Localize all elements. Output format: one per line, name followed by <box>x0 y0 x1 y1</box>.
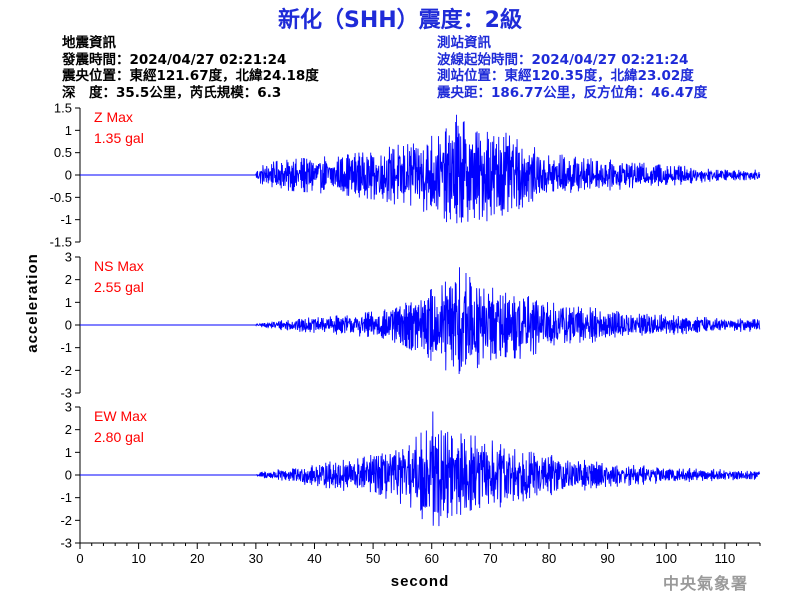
z-max-value: 1.35 gal <box>94 130 144 146</box>
ew-y-tick-label: 3 <box>65 400 72 415</box>
ew-y-tick-label: -3 <box>60 536 72 551</box>
ns-max-value: 2.55 gal <box>94 279 144 295</box>
ns-y-tick-label: 1 <box>65 295 72 310</box>
z-y-tick-label: 1.5 <box>54 101 72 116</box>
station-info-heading: 測站資訊 <box>437 35 491 51</box>
agency-watermark: 中央氣象署 <box>662 574 748 593</box>
z-max-label: Z Max <box>94 109 133 125</box>
x-tick-label: 0 <box>76 551 83 566</box>
x-tick-label: 50 <box>366 551 380 566</box>
z-waveform <box>80 114 761 224</box>
x-tick-label: 80 <box>542 551 556 566</box>
ns-max-label: NS Max <box>94 258 144 274</box>
ew-waveform <box>80 411 761 527</box>
ew-max-label: EW Max <box>94 408 147 424</box>
ew-y-tick-label: -1 <box>60 490 72 505</box>
ns-y-tick-label: -3 <box>60 386 72 401</box>
station-info: 測站資訊 波線起始時間：2024/04/27 02:21:24 測站位置：東經1… <box>437 35 707 101</box>
y-axis-title: acceleration <box>24 253 41 353</box>
station-location: 測站位置：東經120.35度，北緯23.02度 <box>437 68 694 84</box>
z-y-tick-label: 0 <box>65 168 72 183</box>
ns-waveform <box>80 267 761 374</box>
ew-y-tick-label: 2 <box>65 422 72 437</box>
x-tick-label: 90 <box>600 551 614 566</box>
epicentral-distance: 震央距：186.77公里，反方位角：46.47度 <box>437 84 708 101</box>
epicenter-location: 震央位置：東經121.67度，北緯24.18度 <box>62 68 319 84</box>
ew-y-tick-label: 0 <box>65 468 72 483</box>
z-y-tick-label: 1 <box>65 123 72 138</box>
earthquake-info: 地震資訊 發震時間：2024/04/27 02:21:24 震央位置：東經121… <box>62 35 319 101</box>
x-tick-label: 100 <box>655 551 677 566</box>
ew-max-value: 2.80 gal <box>94 429 144 445</box>
x-tick-label: 60 <box>424 551 438 566</box>
z-y-tick-label: -1 <box>60 212 72 227</box>
x-tick-label: 30 <box>249 551 263 566</box>
x-tick-label: 40 <box>307 551 321 566</box>
z-y-tick-label: -1.5 <box>50 235 72 250</box>
x-axis-title: second <box>391 573 450 590</box>
earthquake-info-heading: 地震資訊 <box>62 35 116 51</box>
x-tick-label: 110 <box>714 551 735 566</box>
x-tick-label: 20 <box>190 551 204 566</box>
ew-y-tick-label: -2 <box>60 513 72 528</box>
page-title: 新化（SHH）震度：2級 <box>278 8 522 33</box>
x-tick-label: 10 <box>131 551 145 566</box>
depth-magnitude: 深 度：35.5公里，芮氏規模：6.3 <box>62 84 282 101</box>
ns-y-tick-label: -1 <box>60 340 72 355</box>
origin-time: 發震時間：2024/04/27 02:21:24 <box>62 51 287 68</box>
ns-y-tick-label: 2 <box>65 272 72 287</box>
x-tick-label: 70 <box>483 551 497 566</box>
ns-y-tick-label: 0 <box>65 318 72 333</box>
z-y-tick-label: -0.5 <box>50 190 72 205</box>
z-y-tick-label: 0.5 <box>54 145 72 160</box>
ew-y-tick-label: 1 <box>65 445 72 460</box>
ns-y-tick-label: 3 <box>65 250 72 265</box>
ns-y-tick-label: -2 <box>60 363 72 378</box>
wave-start-time: 波線起始時間：2024/04/27 02:21:24 <box>437 51 689 68</box>
